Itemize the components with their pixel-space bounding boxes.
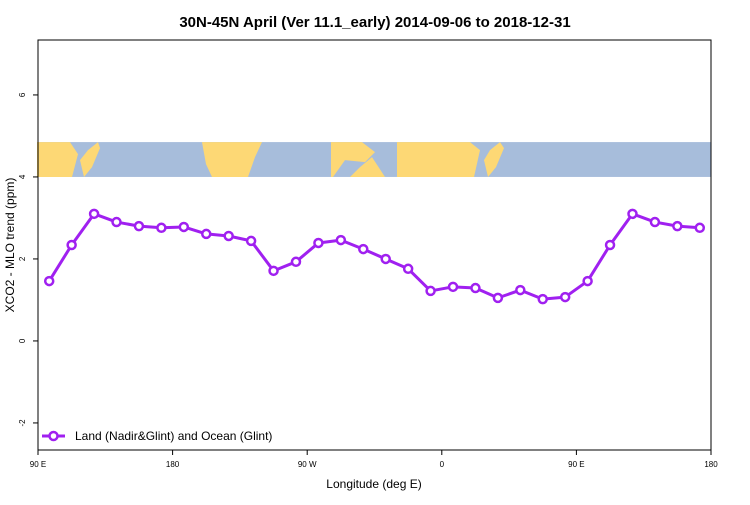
- data-point: [649, 216, 661, 228]
- data-point: [245, 235, 257, 247]
- x-axis-label: Longitude (deg E): [326, 477, 421, 491]
- data-point: [537, 293, 548, 305]
- data-point: [425, 285, 436, 297]
- legend-marker-icon: [48, 430, 59, 442]
- plot-frame: [37, 39, 712, 451]
- y-tick-label: 6: [18, 92, 27, 97]
- data-point: [88, 208, 100, 220]
- y-tick-label: -2: [18, 419, 27, 427]
- land-area: [397, 142, 480, 177]
- data-point: [694, 222, 706, 234]
- data-point: [43, 275, 55, 287]
- x-tick-label: 0: [440, 460, 445, 469]
- data-point: [515, 284, 526, 296]
- data-point: [492, 292, 504, 304]
- land-area: [484, 142, 504, 177]
- data-point: [447, 281, 459, 293]
- data-point: [223, 230, 234, 242]
- land-area: [350, 157, 385, 177]
- data-point: [156, 222, 167, 234]
- data-point: [672, 220, 683, 232]
- x-tick-label: 90 E: [30, 460, 46, 469]
- data-point: [133, 220, 145, 232]
- data-point: [559, 291, 571, 303]
- data-point: [201, 228, 212, 240]
- data-point: [111, 216, 122, 228]
- data-point: [335, 234, 347, 246]
- world-map-band: [37, 142, 711, 177]
- legend-label: Land (Nadir&Glint) and Ocean (Glint): [75, 429, 272, 443]
- land-area: [331, 142, 375, 177]
- land-area: [80, 142, 100, 177]
- legend: Land (Nadir&Glint) and Ocean (Glint): [42, 429, 272, 443]
- x-tick-label: 90 E: [568, 460, 584, 469]
- data-point: [313, 237, 324, 249]
- data-point: [627, 208, 638, 220]
- data-point: [268, 265, 279, 277]
- data-point: [380, 253, 391, 265]
- x-tick-label: 90 W: [298, 460, 317, 469]
- data-point: [178, 221, 190, 233]
- data-point: [290, 256, 302, 268]
- data-point: [358, 243, 369, 255]
- data-point: [402, 263, 414, 275]
- land-area: [37, 142, 78, 177]
- data-point: [582, 275, 593, 287]
- x-tick-label: 180: [704, 460, 718, 469]
- data-point: [66, 239, 77, 251]
- data-point: [470, 282, 481, 294]
- y-tick-label: 2: [18, 256, 27, 261]
- y-axis-label: XCO2 - MLO trend (ppm): [3, 178, 17, 313]
- data-point: [604, 239, 616, 251]
- y-tick-label: 0: [18, 338, 27, 343]
- y-tick-label: 4: [18, 174, 27, 179]
- land-area: [202, 142, 262, 177]
- x-tick-label: 180: [166, 460, 180, 469]
- series-line: [47, 212, 700, 301]
- chart-title: 30N-45N April (Ver 11.1_early) 2014-09-0…: [179, 14, 570, 31]
